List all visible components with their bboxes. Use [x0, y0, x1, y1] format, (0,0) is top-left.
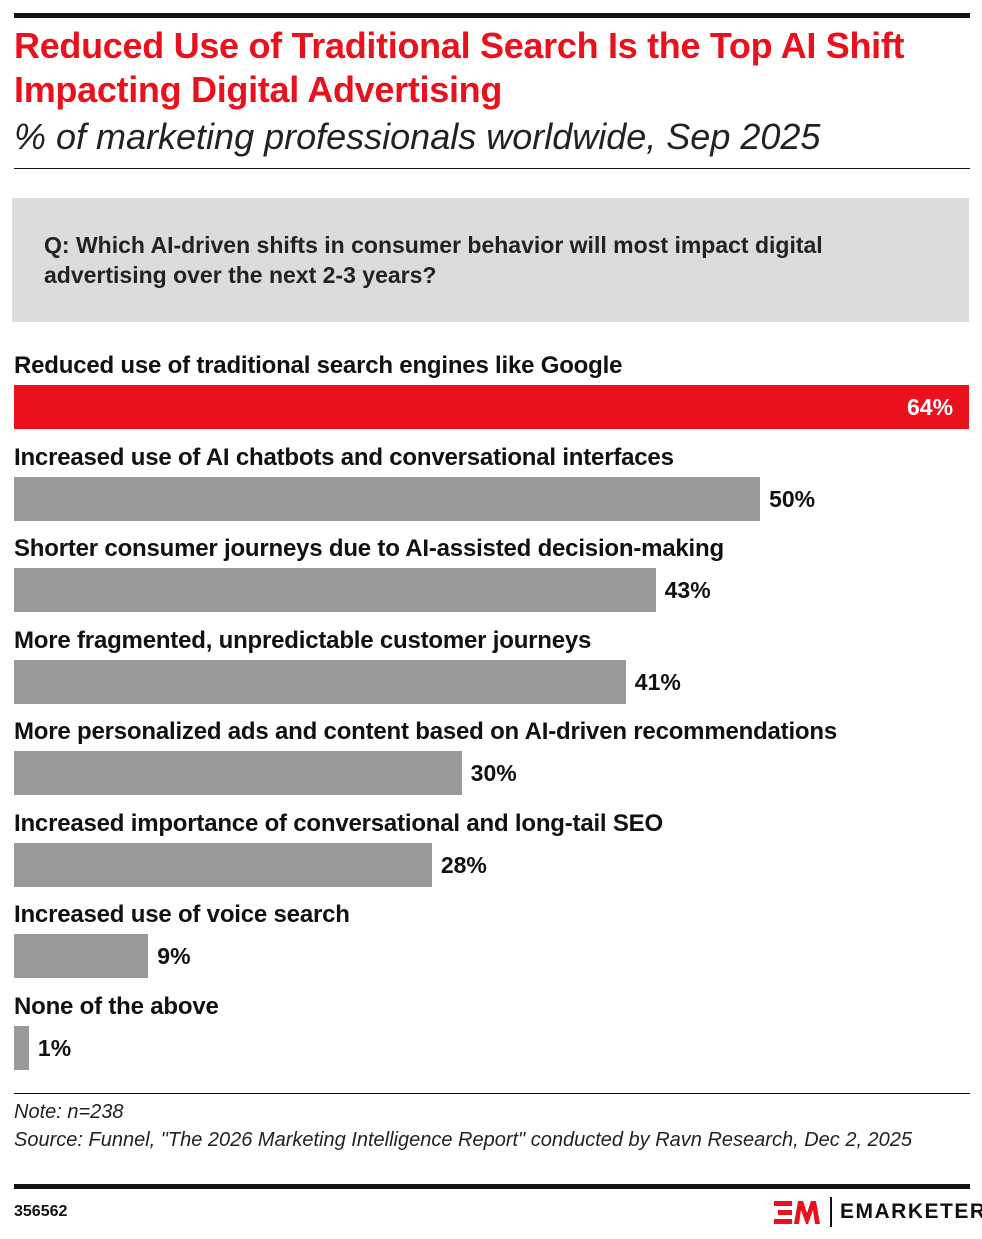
bottom-rule — [14, 1184, 970, 1189]
bar — [14, 385, 969, 429]
category-label: Reduced use of traditional search engine… — [14, 352, 623, 379]
value-label: 1% — [37, 1034, 72, 1061]
category-label: Increased use of AI chatbots and convers… — [14, 443, 674, 471]
source: Source: Funnel, "The 2026 Marketing Inte… — [14, 1129, 913, 1151]
bar — [14, 568, 656, 612]
value-label: 30% — [470, 760, 517, 786]
category-label: Increased use of voice search — [14, 901, 350, 928]
logo-divider — [830, 1197, 832, 1227]
footer-divider — [14, 1093, 970, 1094]
value-label: 41% — [634, 668, 681, 695]
question-box: Q: Which AI-driven shifts in consumer be… — [12, 198, 969, 322]
value-label: 28% — [440, 851, 487, 878]
bar — [14, 476, 761, 521]
bar — [14, 842, 432, 887]
value-label: 50% — [769, 485, 816, 512]
value-label: 43% — [664, 577, 711, 603]
category-label: None of the above — [14, 992, 219, 1020]
category-label: More personalized ads and content based … — [14, 718, 838, 745]
note: Note: n=238 — [14, 1101, 124, 1123]
em-logo-icon — [774, 1201, 820, 1224]
chart-subtitle: % of marketing professionals worldwide, … — [14, 116, 821, 157]
top-rule — [14, 13, 970, 18]
category-label: More fragmented, unpredictable customer … — [14, 626, 592, 654]
category-label: Increased importance of conversational a… — [14, 809, 663, 837]
chart-title: Reduced Use of Traditional Search Is the… — [14, 25, 905, 110]
question-text: Q: Which AI-driven shifts in consumer be… — [44, 232, 823, 288]
bar — [14, 1025, 29, 1070]
bar — [14, 751, 462, 795]
emarketer-logo: EMARKETER — [774, 1197, 982, 1227]
title-divider — [14, 168, 970, 169]
category-label: Shorter consumer journeys due to AI-assi… — [14, 535, 724, 562]
value-label: 9% — [157, 943, 191, 969]
brand-name: EMARKETER — [840, 1200, 982, 1223]
bar — [14, 659, 626, 704]
value-label: 64% — [907, 394, 954, 420]
bar — [14, 934, 149, 978]
chart-id: 356562 — [14, 1203, 68, 1220]
